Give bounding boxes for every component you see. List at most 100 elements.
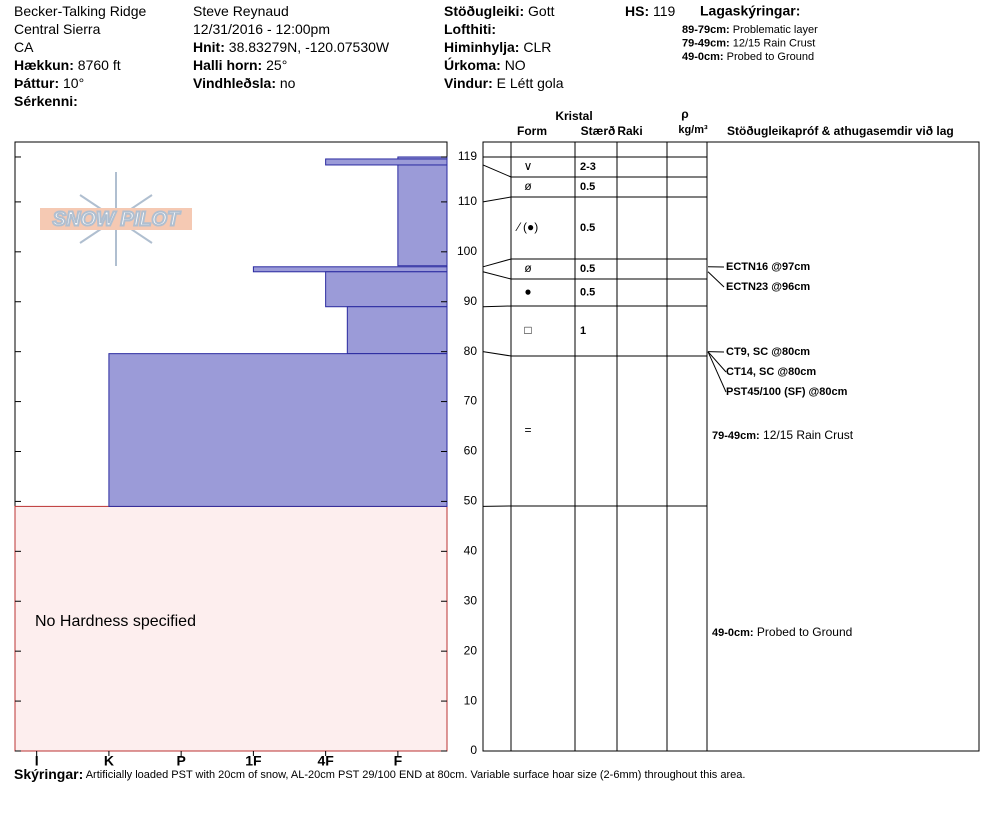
no-hardness-area — [14, 505, 448, 752]
field-text: Steve Reynaud — [193, 3, 289, 19]
field: Þáttur: 10° — [14, 75, 84, 91]
field: Becker-Talking Ridge — [14, 3, 146, 19]
hardness-bar — [346, 306, 448, 355]
column-header: Raki — [617, 124, 642, 138]
crystal-size: 0.5 — [580, 263, 595, 275]
field-label: 79-49cm: — [682, 37, 730, 49]
field-value: 25° — [266, 57, 287, 73]
field-value: 12/15 Rain Crust — [763, 428, 854, 442]
crystal-form: ∨ — [524, 159, 533, 173]
crystal-title: Kristal — [555, 109, 592, 123]
logo-text: SNOW PILOT — [53, 208, 181, 230]
field-text: 12/31/2016 - 12:00pm — [193, 21, 330, 37]
hardness-label: I — [35, 753, 39, 769]
connector — [482, 351, 512, 357]
field-label: 49-0cm: — [682, 51, 724, 63]
tests-title: Stöðugleikapróf & athugasemdir við lag — [727, 124, 954, 138]
field-label: Halli horn: — [193, 57, 262, 73]
crystal-form: ● — [524, 285, 531, 299]
field-value: CLR — [523, 39, 551, 55]
test-arrow — [707, 271, 725, 288]
field-label: Stöðugleiki: — [444, 3, 524, 19]
field: Halli horn: 25° — [193, 57, 287, 73]
field: 79-49cm: 12/15 Rain Crust — [712, 428, 854, 442]
field: 49-0cm: Probed to Ground — [682, 51, 814, 63]
depth-label: 0 — [470, 743, 477, 757]
field: Vindur: E Létt gola — [444, 75, 564, 91]
hardness-label: P — [176, 753, 185, 769]
connector — [482, 271, 512, 280]
depth-label: 110 — [458, 194, 477, 208]
field-label: Skýringar: — [14, 766, 83, 782]
depth-label: 30 — [464, 593, 478, 607]
test-label: CT9, SC @80cm — [726, 346, 810, 358]
connector — [482, 164, 512, 178]
depth-label: 50 — [464, 494, 478, 508]
depth-label: 70 — [464, 394, 478, 408]
hardness-label: F — [394, 753, 403, 769]
field-value: 10° — [63, 75, 84, 91]
field-value: E Létt gola — [497, 75, 564, 91]
field: 49-0cm: Probed to Ground — [712, 625, 852, 639]
depth-label: 119 — [458, 149, 477, 163]
field: Skýringar: Artificially loaded PST with … — [14, 766, 745, 782]
test-label: ECTN23 @96cm — [726, 281, 810, 293]
field: Úrkoma: NO — [444, 56, 526, 73]
crystal-form: ⁄ (●) — [515, 220, 539, 234]
no-hardness-text: No Hardness specified — [35, 613, 196, 630]
field: Stöðugleiki: Gott — [444, 3, 555, 19]
field: Hnit: 38.83279N, -120.07530W — [193, 39, 390, 55]
field-value: 119 — [653, 3, 676, 19]
hardness-label: 1F — [245, 753, 262, 769]
crystal-form: ø — [524, 261, 532, 275]
crystal-size: 0.5 — [580, 181, 595, 193]
field: Lofthiti: — [444, 21, 496, 37]
test-label: PST45/100 (SF) @80cm — [726, 386, 848, 398]
field-text: Becker-Talking Ridge — [14, 3, 146, 19]
field-text: Central Sierra — [14, 21, 101, 37]
hardness-label: 4F — [317, 753, 334, 769]
field-text: CA — [14, 39, 34, 55]
field-value: 12/15 Rain Crust — [733, 37, 816, 49]
hardness-bar — [108, 353, 448, 507]
field: Vindhleðsla: no — [193, 75, 296, 91]
depth-label: 20 — [464, 643, 478, 657]
field: Himinhylja: CLR — [444, 39, 551, 55]
field: Hækkun: 8760 ft — [14, 57, 121, 73]
field-value: 8760 ft — [78, 57, 121, 73]
depth-label: 80 — [464, 344, 478, 358]
test-label: ECTN16 @97cm — [726, 261, 810, 273]
field-label: 89-79cm: — [682, 24, 730, 36]
field-label: Þáttur: — [14, 75, 59, 91]
field-label: Vindur: — [444, 75, 493, 91]
column-header: Stærð — [581, 124, 616, 138]
field-value: NO — [505, 57, 526, 73]
hardness-bar — [325, 271, 448, 308]
crystal-size: 1 — [580, 325, 586, 337]
field-label: Úrkoma: — [444, 56, 501, 73]
field: CA — [14, 39, 34, 55]
legend-title: Lagaskýringar: — [700, 3, 800, 19]
field-label: 79-49cm: — [712, 430, 760, 442]
test-label: CT14, SC @80cm — [726, 366, 816, 378]
field: 12/31/2016 - 12:00pm — [193, 21, 330, 37]
depth-label: 100 — [457, 244, 477, 258]
field: 79-49cm: 12/15 Rain Crust — [682, 37, 815, 49]
field-value: 38.83279N, -120.07530W — [229, 39, 390, 55]
field-value: Probed to Ground — [727, 51, 814, 63]
hardness-label: K — [104, 753, 114, 769]
field-label: Hækkun: — [14, 57, 74, 73]
depth-label: 90 — [464, 294, 478, 308]
field-value: Artificially loaded PST with 20cm of sno… — [86, 769, 746, 781]
field-label: 49-0cm: — [712, 627, 754, 639]
field: Central Sierra — [14, 21, 101, 37]
test-arrow — [707, 351, 727, 373]
depth-label: 40 — [464, 543, 478, 557]
density-symbol: ρ — [681, 107, 688, 121]
crystal-size: 0.5 — [580, 286, 595, 298]
field-value: no — [280, 75, 296, 91]
field: 89-79cm: Problematic layer — [682, 24, 818, 36]
depth-label: 10 — [464, 693, 478, 707]
field: HS: 119 — [625, 3, 676, 19]
